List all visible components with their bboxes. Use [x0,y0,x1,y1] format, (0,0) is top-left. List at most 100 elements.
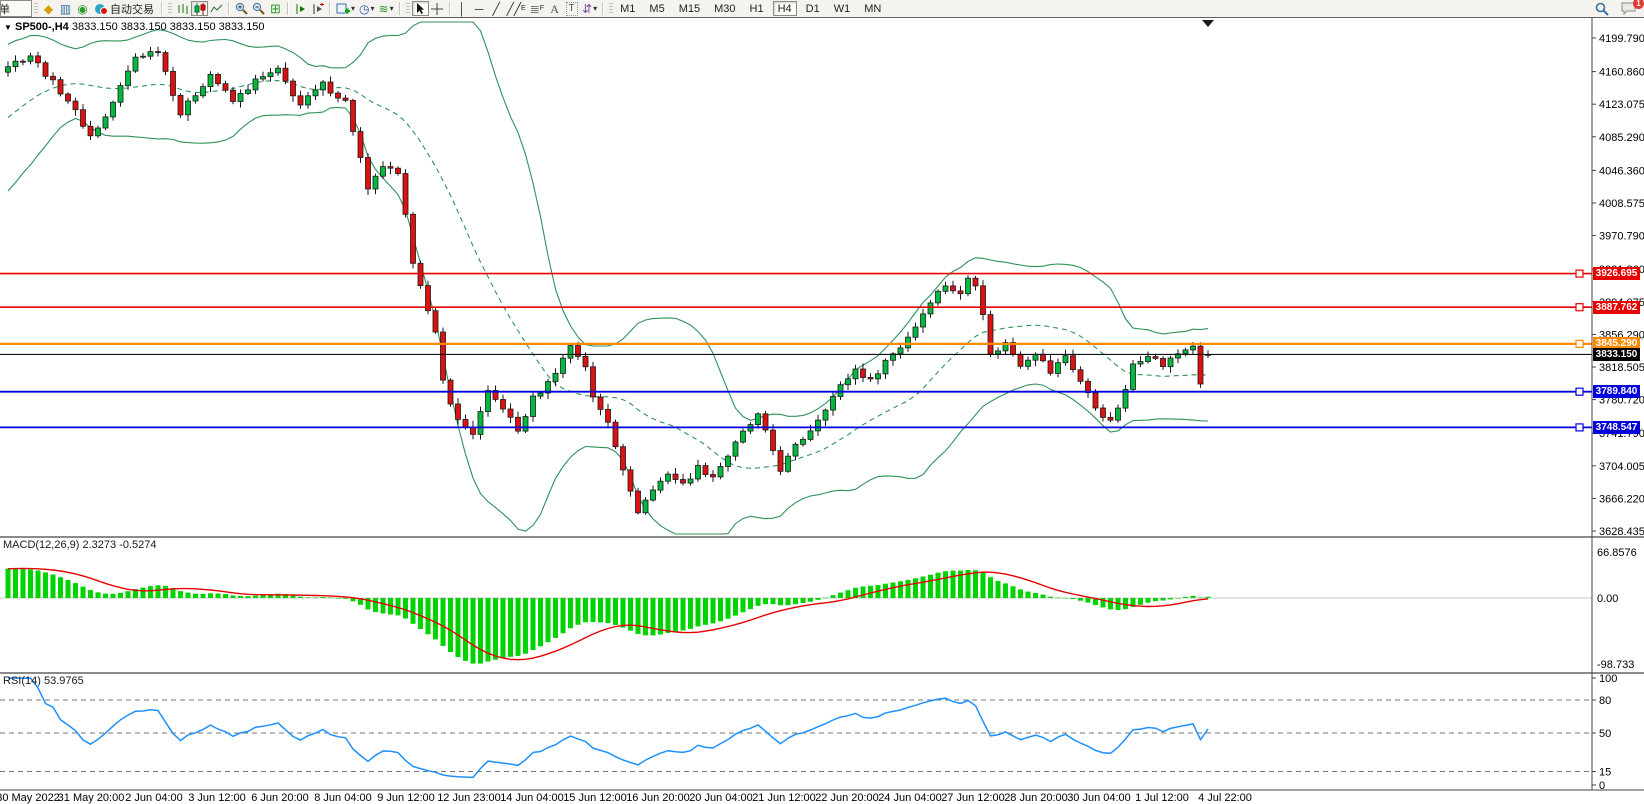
candle[interactable] [1115,404,1121,423]
candle[interactable] [305,92,311,109]
candle[interactable] [372,173,379,195]
candle[interactable] [260,71,266,82]
candle[interactable] [42,60,49,80]
candle[interactable] [950,280,956,294]
candle[interactable] [912,322,919,341]
pane-separator[interactable] [0,672,1644,674]
candle[interactable] [455,398,461,425]
candle[interactable] [290,78,296,102]
candle[interactable] [27,52,34,65]
candle[interactable] [1100,404,1106,422]
candle[interactable] [177,93,184,118]
candle[interactable] [432,306,439,334]
bollinger-middle-line[interactable] [7,80,1209,469]
candle[interactable] [365,153,371,195]
candle[interactable] [282,62,289,85]
symbol-dropdown-icon[interactable]: ▼ [4,23,12,32]
candle[interactable] [710,470,716,482]
charts-button[interactable]: ▥ [57,1,74,16]
candle[interactable] [650,485,656,502]
candle[interactable] [942,281,949,294]
candle[interactable] [20,59,26,66]
candle[interactable] [905,331,911,352]
timeframe-MN-button[interactable]: MN [864,2,882,15]
candle[interactable] [920,308,926,333]
bar-chart-button[interactable] [174,1,191,16]
timeframe-H1-button[interactable]: H1 [749,2,764,15]
candle[interactable] [927,300,934,318]
arrows-button[interactable]: ⇵ ▾ [580,1,599,16]
candle[interactable] [1092,389,1099,411]
chart-shift-button[interactable] [309,1,326,16]
candle[interactable] [1137,356,1144,367]
candle[interactable] [657,477,664,494]
candle[interactable] [72,97,79,116]
candlestick-chart-button[interactable] [191,1,208,16]
candle[interactable] [192,92,199,104]
candle[interactable] [560,354,566,379]
candle[interactable] [665,471,671,485]
candle[interactable] [972,276,979,291]
toolbar-drag-handle[interactable] [609,2,614,15]
candle[interactable] [1197,342,1204,388]
candle[interactable] [530,392,536,422]
candle[interactable] [852,364,859,385]
trendline-button[interactable]: ╱ [488,1,505,16]
candle[interactable] [1107,412,1114,423]
cursor-button[interactable] [411,1,429,16]
candle[interactable] [95,125,101,138]
candle[interactable] [815,414,821,436]
candle[interactable] [590,361,596,403]
candle[interactable] [597,393,604,416]
candle[interactable] [860,363,866,383]
candle[interactable] [762,410,769,433]
candle[interactable] [380,161,386,179]
candle[interactable] [87,121,94,140]
line-handle[interactable] [1575,423,1584,432]
candle[interactable] [1175,349,1181,364]
zoom-out-button[interactable] [250,1,267,16]
candle[interactable] [897,343,904,359]
candle[interactable] [110,100,116,121]
candle[interactable] [672,468,679,484]
auto-scroll-button[interactable] [292,1,309,16]
candle[interactable] [552,368,559,387]
candle[interactable] [1002,339,1009,356]
search-button[interactable] [1593,1,1611,16]
candle[interactable] [522,413,529,433]
candle[interactable] [335,91,341,103]
text-label-button[interactable]: T [563,1,580,16]
candle[interactable] [1062,349,1069,366]
templates-button[interactable]: ≋ ▾ [377,1,396,16]
candle[interactable] [935,289,941,306]
candle[interactable] [687,473,694,486]
candle[interactable] [342,95,349,103]
pane-separator[interactable] [0,536,1644,538]
candle[interactable] [12,55,19,72]
candle[interactable] [777,446,784,476]
periods-button[interactable]: ◷ ▾ [357,1,377,16]
fibonacci-button[interactable]: ≣ F [528,1,546,16]
candle[interactable] [1160,356,1166,370]
candle[interactable] [350,98,356,136]
candle[interactable] [5,61,11,77]
candle[interactable] [477,406,484,440]
timeframe-M1-button[interactable]: M1 [620,2,636,15]
candle[interactable] [320,80,326,96]
vertical-line-button[interactable]: │ [454,1,471,16]
candle[interactable] [1025,356,1031,370]
candle[interactable] [440,327,446,384]
line-handle[interactable] [1575,339,1584,348]
toolbar-drag-handle[interactable] [168,2,172,15]
line-handle[interactable] [1575,303,1584,312]
candle[interactable] [515,411,521,434]
candle[interactable] [80,104,86,129]
candle[interactable] [680,473,686,486]
candle[interactable] [957,285,964,300]
candle[interactable] [635,487,641,515]
chat-button[interactable]: 1 [1619,0,1644,16]
candle[interactable] [1085,378,1091,398]
bollinger-lower-line[interactable] [7,106,1209,535]
line-chart-button[interactable] [208,1,225,16]
toolbar-drag-handle[interactable] [405,2,410,15]
